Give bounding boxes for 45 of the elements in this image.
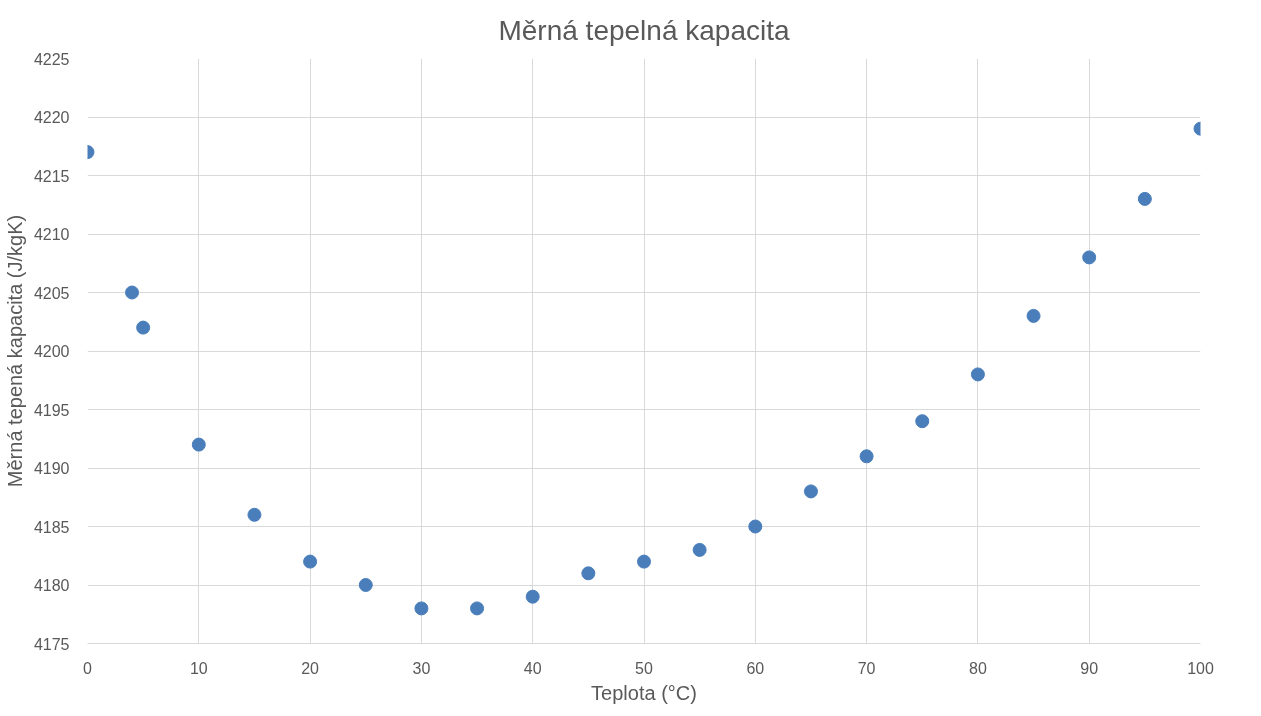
y-tick-label: 4215 [33,167,70,185]
x-tick-label: 80 [969,659,987,677]
chart-title: Měrná tepelná kapacita [498,15,790,46]
y-tick-label: 4180 [33,577,70,594]
x-tick-label: 40 [523,659,542,677]
point [1137,191,1152,206]
point [125,285,140,300]
x-tick-label: 90 [1080,659,1099,677]
point [303,554,318,569]
y-tick-label: 4200 [33,343,70,360]
x-tick-label: 100 [1187,659,1214,677]
point [748,519,763,534]
x-tick-label: 20 [301,659,320,677]
y-axis-title: Měrná tepená kapacita (J/kgK) [3,214,26,488]
point [247,507,262,522]
y-tick-label: 4225 [33,50,70,68]
point [191,437,206,452]
y-tick-label: 4205 [33,284,70,302]
point [414,601,429,616]
point [859,449,874,464]
point [803,484,818,499]
point [358,578,373,592]
point [1082,250,1097,265]
y-tick-label: 4195 [33,401,70,419]
point [637,554,651,569]
point [915,414,930,429]
y-tick-label: 4220 [33,109,70,126]
point [136,320,151,335]
x-tick-label: 50 [635,659,653,677]
point [1026,308,1041,323]
point [581,566,596,581]
x-tick-label: 30 [412,659,431,677]
x-tick-label: 70 [857,659,876,677]
point [525,589,540,604]
y-tick-label: 4175 [33,635,70,653]
y-tick-label: 4210 [33,226,70,243]
y-tick-label: 4185 [33,518,70,536]
point [692,542,707,557]
point [470,601,485,616]
y-tick-label: 4190 [33,460,70,477]
point [970,367,985,382]
x-tick-label: 0 [83,659,93,677]
x-tick-label: 60 [746,659,765,677]
x-axis-title: Teplota (°C) [591,681,697,704]
x-tick-label: 10 [189,659,208,677]
